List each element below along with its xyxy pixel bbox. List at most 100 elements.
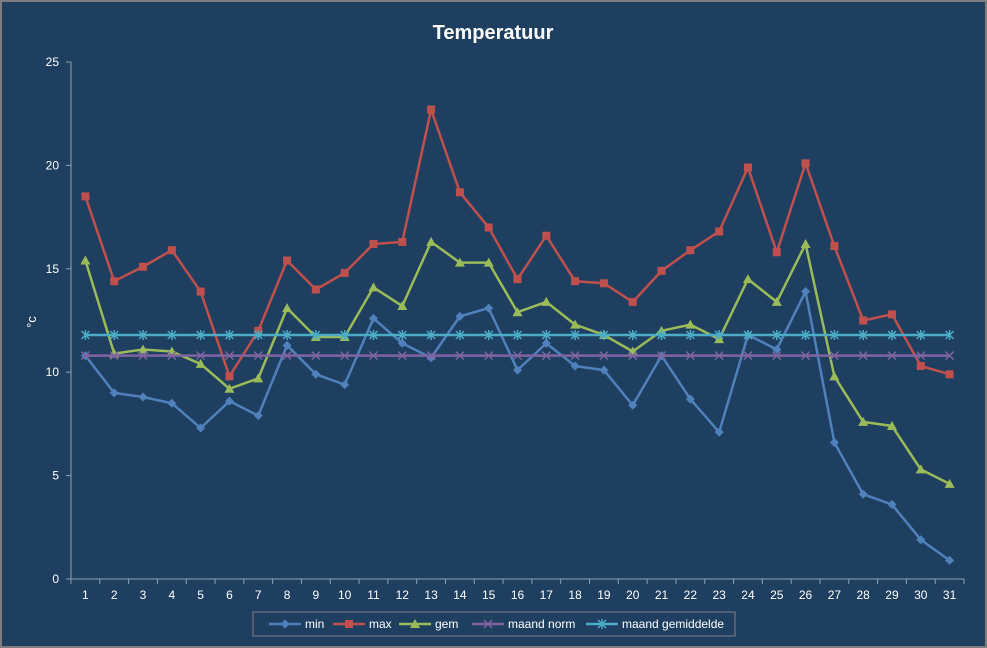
data-point-maand-gemiddelde	[887, 329, 897, 340]
data-point-min	[253, 411, 263, 421]
data-point-min	[513, 365, 522, 375]
data-point-max	[398, 237, 407, 246]
data-point-max	[887, 310, 896, 319]
data-point-gem	[253, 373, 264, 383]
data-point-gem	[915, 464, 926, 474]
data-point-maand-gemiddelde	[829, 329, 839, 340]
data-point-max	[599, 279, 608, 288]
data-point-gem	[138, 344, 149, 354]
data-point-maand-norm	[109, 351, 119, 361]
x-tick-label: 9	[313, 588, 320, 602]
data-point-gem	[685, 319, 696, 329]
x-tick-label: 14	[453, 588, 467, 602]
data-point-maand-gemiddelde	[397, 329, 407, 340]
data-point-maand-norm	[945, 351, 955, 361]
legend-marker-maand-gemiddelde	[597, 619, 607, 629]
x-tick-label: 22	[684, 588, 698, 602]
legend-label-max: max	[369, 617, 392, 631]
data-point-max	[513, 275, 522, 284]
data-point-min	[196, 423, 206, 433]
data-point-maand-gemiddelde	[628, 329, 638, 340]
legend-label-min: min	[305, 617, 324, 631]
data-point-maand-norm	[397, 351, 407, 361]
data-point-gem	[454, 257, 465, 267]
x-tick-label: 4	[168, 588, 175, 602]
x-tick-label: 17	[540, 588, 554, 602]
data-point-maand-gemiddelde	[570, 329, 580, 340]
x-tick-label: 7	[255, 588, 262, 602]
data-point-max	[916, 361, 925, 370]
data-point-max	[311, 285, 320, 294]
series-gem	[80, 236, 955, 488]
data-point-min	[397, 338, 407, 348]
data-point-gem	[570, 319, 581, 329]
data-point-maand-norm	[196, 351, 206, 361]
data-point-gem	[282, 303, 293, 313]
data-point-maand-gemiddelde	[80, 329, 90, 340]
x-tick-label: 18	[568, 588, 582, 602]
data-point-max	[455, 188, 464, 197]
data-point-max	[945, 370, 954, 379]
data-point-min	[368, 313, 378, 323]
data-point-maand-norm	[772, 351, 782, 361]
data-point-max	[830, 242, 839, 251]
data-point-min	[455, 311, 465, 321]
data-point-maand-gemiddelde	[858, 329, 868, 340]
data-point-min	[167, 398, 177, 408]
data-point-maand-gemiddelde	[282, 329, 292, 340]
data-point-maand-norm	[599, 351, 609, 361]
x-tick-label: 8	[284, 588, 291, 602]
data-point-maand-gemiddelde	[224, 329, 234, 340]
data-point-maand-gemiddelde	[484, 329, 494, 340]
x-tick-label: 16	[511, 588, 525, 602]
data-point-gem	[512, 307, 523, 317]
y-tick-label: 10	[46, 365, 60, 379]
data-point-min	[685, 394, 695, 404]
data-point-maand-norm	[138, 351, 148, 361]
x-tick-label: 20	[626, 588, 640, 602]
data-point-min	[570, 361, 580, 371]
data-point-gem	[858, 416, 869, 426]
data-point-maand-norm	[426, 351, 436, 361]
data-point-max	[110, 277, 119, 286]
data-point-maand-gemiddelde	[512, 329, 523, 340]
data-point-min	[945, 555, 955, 565]
legend-marker-gem	[410, 619, 420, 628]
legend-marker-maand-norm	[483, 619, 493, 629]
x-tick-label: 15	[482, 588, 496, 602]
data-point-maand-norm	[829, 351, 839, 361]
data-point-maand-norm	[657, 351, 667, 361]
data-point-maand-gemiddelde	[311, 329, 321, 340]
legend-marker-min	[280, 619, 290, 629]
data-point-maand-gemiddelde	[340, 329, 350, 340]
data-point-min	[628, 400, 638, 410]
x-tick-label: 30	[914, 588, 928, 602]
x-tick-label: 3	[140, 588, 147, 602]
data-point-max	[628, 297, 637, 306]
series-maand-gemiddelde	[80, 329, 955, 340]
data-point-gem	[397, 301, 408, 311]
data-point-maand-gemiddelde	[743, 329, 753, 340]
data-point-maand-norm	[570, 351, 580, 361]
x-tick-label: 5	[197, 588, 204, 602]
data-point-max	[340, 268, 349, 277]
x-tick-label: 25	[770, 588, 784, 602]
data-point-maand-norm	[455, 351, 465, 361]
series-maand-norm	[80, 351, 955, 361]
legend-label-gem: gem	[435, 617, 458, 631]
y-tick-label: 20	[46, 158, 60, 172]
data-point-gem	[426, 236, 437, 246]
x-tick-label: 23	[712, 588, 726, 602]
data-point-max	[427, 105, 436, 114]
data-point-gem	[742, 274, 753, 284]
data-point-max	[484, 223, 493, 232]
x-tick-label: 6	[226, 588, 233, 602]
data-point-maand-gemiddelde	[714, 329, 724, 340]
x-tick-label: 31	[943, 588, 957, 602]
data-point-min	[224, 396, 234, 406]
series-layer	[80, 105, 955, 565]
x-tick-label: 13	[424, 588, 438, 602]
data-point-max	[196, 287, 205, 296]
x-tick-label: 11	[367, 588, 380, 602]
legend-label-maand-norm: maand norm	[508, 617, 575, 631]
